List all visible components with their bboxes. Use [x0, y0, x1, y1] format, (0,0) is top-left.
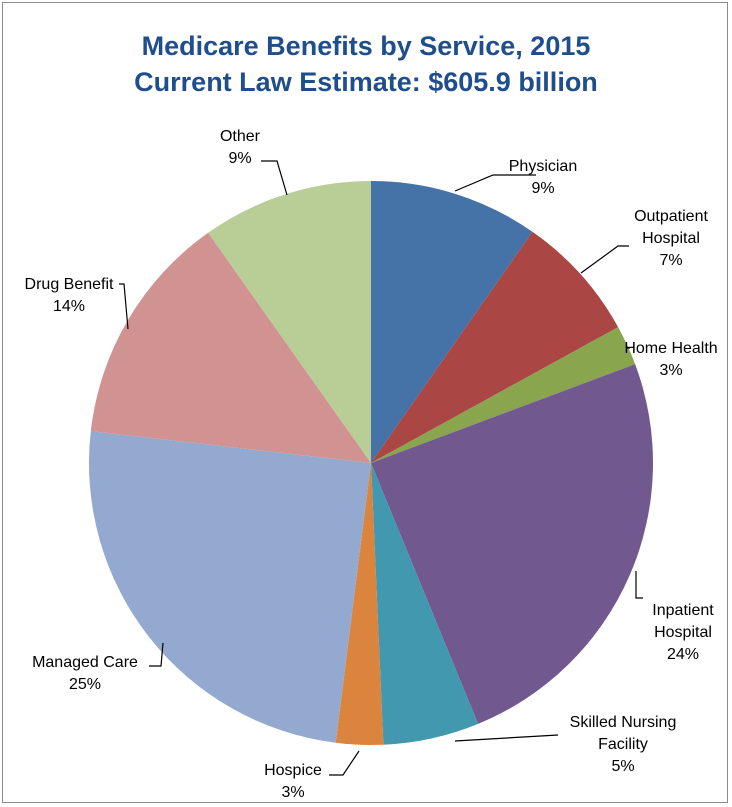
slice-physician	[371, 181, 533, 463]
slice-percent-managed-care: 25%	[69, 676, 101, 693]
slice-home-health	[371, 327, 636, 463]
slice-label-home-health: Home Health	[624, 340, 717, 357]
slice-percent-skilled-nursing-facility: 5%	[611, 758, 634, 775]
slice-label-skilled-nursing-facility: Facility	[598, 736, 648, 753]
slice-other	[208, 181, 371, 463]
slice-outpatient-hospital	[371, 231, 619, 463]
slice-label-skilled-nursing-facility: Skilled Nursing	[570, 714, 677, 731]
pie-chart: Medicare Benefits by Service, 2015 Curre…	[25, 31, 718, 801]
slice-percent-hospice: 3%	[281, 784, 304, 801]
slice-percent-home-health: 3%	[659, 362, 682, 379]
slice-percent-physician: 9%	[531, 180, 554, 197]
leader-line-hospice	[329, 750, 360, 776]
slice-label-hospice: Hospice	[264, 762, 322, 779]
slice-label-inpatient-hospital: Inpatient	[652, 602, 714, 619]
slice-hospice	[335, 463, 384, 746]
leader-line-managed-care	[149, 642, 164, 667]
slice-label-managed-care: Managed Care	[32, 654, 138, 671]
slice-label-outpatient-hospital: Hospital	[642, 230, 700, 247]
chart-subtitle: Current Law Estimate: $605.9 billion	[134, 67, 598, 97]
slice-label-physician: Physician	[509, 158, 577, 175]
slice-label-other: Other	[220, 128, 261, 145]
slice-labels: Physician 9% Outpatient Hospital 7% Home Heal…	[25, 128, 718, 801]
slice-percent-drug-benefit: 14%	[53, 298, 85, 315]
leader-lines	[119, 160, 643, 776]
slice-skilled-nursing-facility	[371, 463, 479, 745]
pie-slices	[88, 181, 654, 746]
slice-inpatient-hospital	[371, 364, 654, 724]
leader-line-physician	[454, 174, 536, 192]
leader-line-outpatient-hospital	[580, 245, 629, 274]
slice-drug-benefit	[90, 232, 372, 463]
slice-percent-outpatient-hospital: 7%	[659, 252, 682, 269]
slice-percent-other: 9%	[228, 150, 251, 167]
leader-line-drug-benefit	[119, 283, 129, 330]
leader-line-inpatient-hospital	[635, 571, 643, 599]
leader-line-skilled-nursing-facility	[454, 734, 559, 742]
slice-label-outpatient-hospital: Outpatient	[634, 208, 708, 225]
leader-line-other	[261, 160, 288, 196]
slice-label-drug-benefit: Drug Benefit	[25, 276, 114, 293]
chart-title: Medicare Benefits by Service, 2015	[142, 31, 591, 61]
slice-percent-inpatient-hospital: 24%	[667, 646, 699, 663]
slice-label-inpatient-hospital: Hospital	[654, 624, 712, 641]
slice-managed-care	[88, 431, 372, 743]
